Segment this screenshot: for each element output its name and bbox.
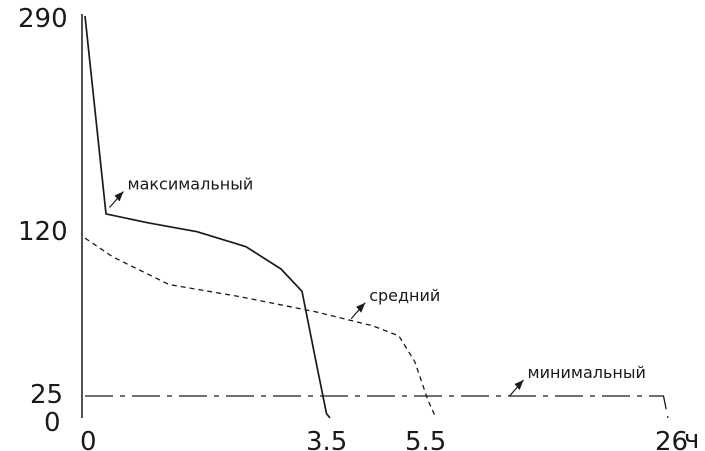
series-line (84, 237, 437, 419)
x-tick-label: 3.5 (306, 427, 347, 451)
annotation: максимальный (109, 174, 254, 208)
y-tick-label: 290 (18, 4, 68, 34)
series-line (84, 15, 331, 419)
x-unit-label: ч (684, 425, 699, 451)
annotation-arrowhead (114, 191, 124, 202)
x-tick-label: 0 (80, 427, 97, 451)
y-tick-label: 25 (30, 380, 63, 410)
series-line (85, 395, 669, 419)
annotation-arrowhead (514, 380, 524, 390)
x-tick-labels: 0 3.5 5.5 26 ч (80, 425, 699, 451)
annotation: средний (350, 286, 440, 320)
series-layer (84, 15, 669, 419)
annotation-label: средний (369, 286, 440, 305)
annotation-label: максимальный (128, 174, 254, 193)
annotation: минимальный (509, 363, 646, 397)
y-tick-label: 120 (18, 217, 68, 247)
y-tick-labels: 290 120 25 0 (18, 4, 68, 438)
x-tick-label: 5.5 (405, 427, 446, 451)
y-tick-label: 0 (44, 408, 61, 438)
x-tick-label: 26 (655, 427, 688, 451)
annotation-label: минимальный (528, 363, 646, 382)
annotation-arrowhead (356, 302, 366, 313)
annotation-layer: максимальный средний минимальный (109, 174, 646, 397)
